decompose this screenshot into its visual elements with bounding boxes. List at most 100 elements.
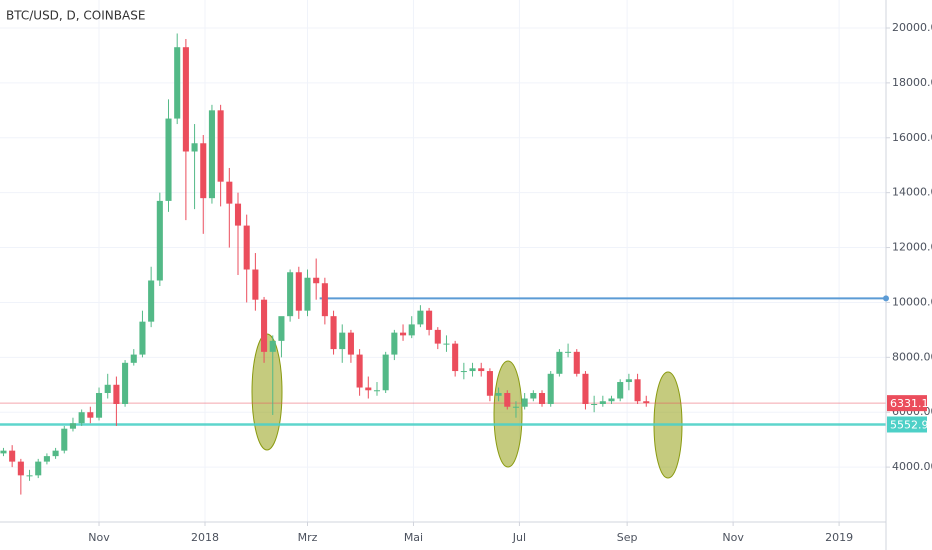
- candle-body: [61, 428, 68, 451]
- x-tick-label: Jul: [512, 531, 526, 544]
- candle-body: [87, 412, 94, 418]
- price-label-box: [887, 395, 927, 412]
- candle-body: [122, 362, 129, 404]
- candle-body: [486, 371, 493, 396]
- candle-body: [69, 423, 77, 429]
- candle-body: [0, 450, 7, 454]
- x-tick-label: 2019: [825, 531, 853, 544]
- x-tick-label: Nov: [722, 531, 744, 544]
- candle-body: [625, 379, 632, 383]
- candle-body: [382, 354, 389, 391]
- candle-body: [504, 393, 511, 407]
- candle-body: [452, 343, 459, 372]
- candle-body: [95, 393, 103, 418]
- candle-body: [599, 401, 606, 404]
- candle-body: [269, 340, 276, 352]
- candle-body: [330, 316, 337, 350]
- candle-body: [460, 371, 467, 373]
- candle-body: [400, 332, 407, 336]
- candle-body: [130, 354, 137, 363]
- price-label: 5552.90: [890, 418, 932, 431]
- chart-title: BTC/USD, D, COINBASE: [6, 9, 145, 23]
- candle-body: [261, 299, 268, 352]
- x-tick-label: Sep: [617, 531, 638, 544]
- y-tick-label: 12000.00: [892, 241, 932, 254]
- candle-body: [417, 310, 424, 325]
- candle-body: [217, 110, 224, 182]
- candle-body: [156, 200, 163, 281]
- x-tick-label: Nov: [88, 531, 110, 544]
- candle-body: [408, 324, 415, 336]
- candle-body: [469, 368, 476, 372]
- candle-body: [573, 351, 580, 374]
- y-tick-label: 16000.00: [892, 131, 932, 144]
- candle-body: [591, 403, 598, 405]
- x-tick-label: Mrz: [298, 531, 318, 544]
- candle-body: [313, 277, 320, 284]
- candle-body: [208, 110, 215, 199]
- candle-body: [78, 412, 85, 424]
- candle-body: [556, 351, 563, 374]
- candle-body: [139, 321, 146, 355]
- candle-body: [365, 387, 372, 391]
- candle-body: [17, 461, 24, 476]
- candle-body: [148, 280, 155, 322]
- candle-body: [512, 406, 520, 408]
- x-tick-label: Mai: [404, 531, 423, 544]
- candle-body: [43, 456, 50, 462]
- candle-body: [582, 373, 589, 404]
- y-tick-label: 18000.00: [892, 76, 932, 89]
- candle-body: [391, 332, 398, 355]
- candle-body: [165, 118, 172, 201]
- y-tick-label: 8000.00: [892, 350, 932, 363]
- highlight-ellipse: [493, 360, 523, 468]
- candle-body: [339, 332, 346, 350]
- candle-body: [113, 384, 120, 404]
- candle-body: [278, 316, 285, 341]
- candle-body: [52, 450, 59, 457]
- candle-body: [234, 203, 242, 226]
- candle-body: [547, 373, 554, 404]
- candle-body: [426, 310, 433, 330]
- candle-body: [495, 393, 502, 396]
- candle-body: [174, 47, 181, 119]
- price-label: 6331.19: [890, 397, 932, 410]
- candle-body: [9, 450, 16, 462]
- ray-handle: [883, 295, 889, 302]
- price-label-box: [887, 416, 927, 433]
- grid: [0, 0, 886, 522]
- candle-body: [373, 390, 381, 392]
- candle-body: [26, 475, 33, 477]
- candle-body: [226, 181, 233, 204]
- candle-body: [565, 351, 572, 353]
- y-tick-label: 4000.00: [892, 460, 932, 473]
- x-tick-label: 2018: [191, 531, 219, 544]
- candle-body: [356, 354, 363, 388]
- candle-body: [521, 398, 528, 407]
- candle-body: [200, 143, 207, 199]
- drawings: [0, 297, 886, 479]
- candle-body: [617, 382, 624, 399]
- candle-body: [643, 401, 650, 404]
- candle-body: [295, 272, 302, 311]
- candle-body: [104, 384, 111, 394]
- candle-body: [287, 272, 294, 317]
- candle-body: [35, 461, 42, 476]
- candle-body: [243, 225, 250, 270]
- candle-body: [634, 379, 641, 402]
- candle-body: [530, 393, 537, 399]
- candle-body: [608, 398, 615, 402]
- candle-body: [538, 393, 546, 404]
- candle-body: [347, 332, 354, 355]
- candle-body: [478, 368, 485, 372]
- y-tick-label: 20000.00: [892, 21, 932, 34]
- y-tick-label: 10000.00: [892, 295, 932, 308]
- candle-body: [443, 343, 450, 345]
- candle-body: [182, 47, 189, 152]
- candle-body: [434, 329, 441, 344]
- candle-body: [304, 277, 311, 311]
- candle-body: [191, 143, 198, 152]
- candle-body: [321, 283, 328, 317]
